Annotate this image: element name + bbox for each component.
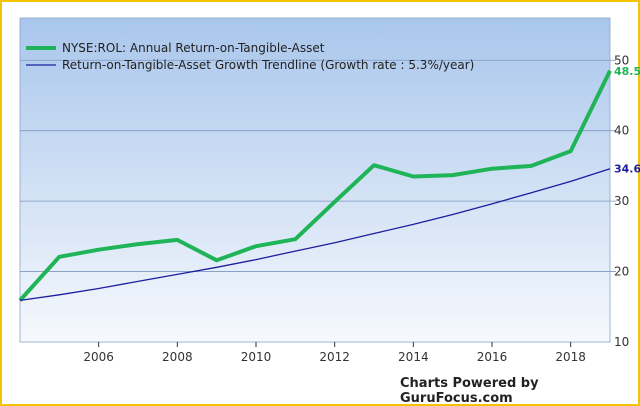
series-end-label: 48.5: [614, 65, 640, 78]
x-tick-label: 2008: [162, 350, 193, 364]
series-line-growth-trendline: [19, 168, 611, 302]
y-tick-label: 10: [614, 335, 629, 349]
legend: NYSE:ROL: Annual Return-on-Tangible-Asse…: [26, 41, 474, 72]
x-tick-label: 2010: [241, 350, 272, 364]
plot-area: [19, 17, 611, 343]
legend-label: NYSE:ROL: Annual Return-on-Tangible-Asse…: [62, 41, 325, 55]
end-labels: 48.5 34.6: [614, 65, 640, 176]
x-tick-label: 2018: [555, 350, 586, 364]
y-tick-label: 30: [614, 194, 629, 208]
y-axis-ticks: 10 20 30 40 50: [614, 53, 629, 349]
x-axis-ticks: 2006 2008 2010 2012 2014 2016 2018: [83, 342, 586, 364]
y-tick-label: 40: [614, 124, 629, 138]
y-tick-label: 20: [614, 265, 629, 279]
y-tick-label: 50: [614, 53, 629, 67]
grid-lines: [20, 59, 616, 272]
series-end-label: 34.6: [614, 163, 640, 176]
x-tick-label: 2006: [83, 350, 114, 364]
series-layer: [18, 69, 612, 302]
footer-credit: Charts Powered by GuruFocus.com: [400, 376, 539, 406]
x-tick-label: 2012: [319, 350, 350, 364]
x-tick-label: 2016: [477, 350, 508, 364]
x-tick-label: 2014: [398, 350, 429, 364]
series-line-return-on-tangible-asset: [18, 69, 612, 302]
legend-label: Return-on-Tangible-Asset Growth Trendlin…: [62, 58, 474, 72]
